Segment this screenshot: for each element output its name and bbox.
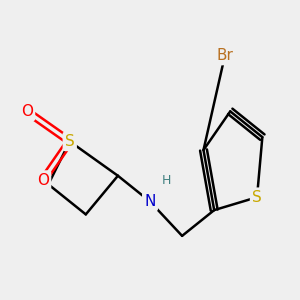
Text: S: S xyxy=(252,190,262,205)
Text: H: H xyxy=(161,174,171,187)
Text: O: O xyxy=(21,104,33,119)
Text: O: O xyxy=(37,172,49,188)
Text: N: N xyxy=(144,194,156,209)
Text: S: S xyxy=(65,134,75,149)
Text: Br: Br xyxy=(217,48,233,63)
